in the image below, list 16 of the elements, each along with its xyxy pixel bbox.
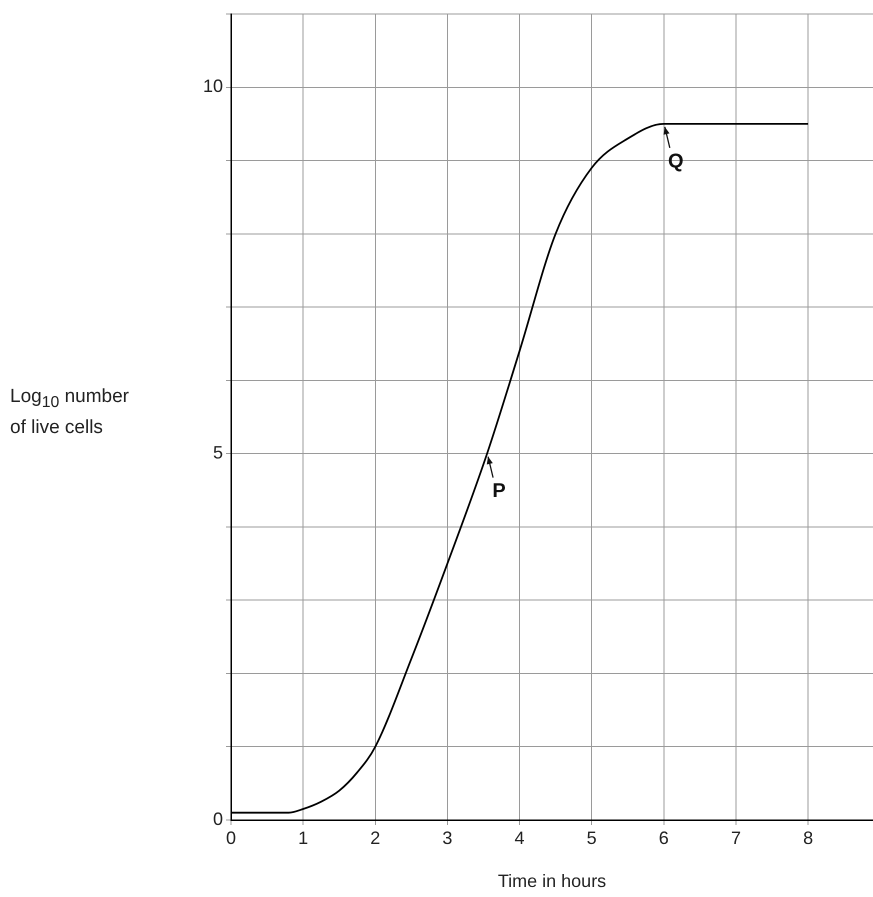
x-tick-label: 7 bbox=[730, 828, 741, 848]
y-tick-label: 10 bbox=[202, 76, 223, 96]
x-tick-label: 5 bbox=[586, 828, 597, 848]
x-tick-label: 6 bbox=[658, 828, 669, 848]
x-tick-label: 2 bbox=[370, 828, 380, 848]
y-axis-title: Log$_{10}$ number of live cells bbox=[10, 385, 130, 440]
y-tick-label: 5 bbox=[212, 442, 223, 463]
x-axis-title: Time in hours bbox=[498, 871, 606, 892]
y-tick-label: 0 bbox=[212, 808, 223, 829]
annotation: P bbox=[492, 480, 506, 502]
annotation: Q bbox=[668, 150, 684, 172]
x-tick-label: 8 bbox=[803, 828, 814, 848]
x-tick-label: 1 bbox=[298, 828, 308, 848]
x-tick-label: 3 bbox=[442, 828, 452, 848]
x-tick-label: 4 bbox=[514, 828, 525, 848]
x-tick-label: 0 bbox=[226, 828, 236, 848]
